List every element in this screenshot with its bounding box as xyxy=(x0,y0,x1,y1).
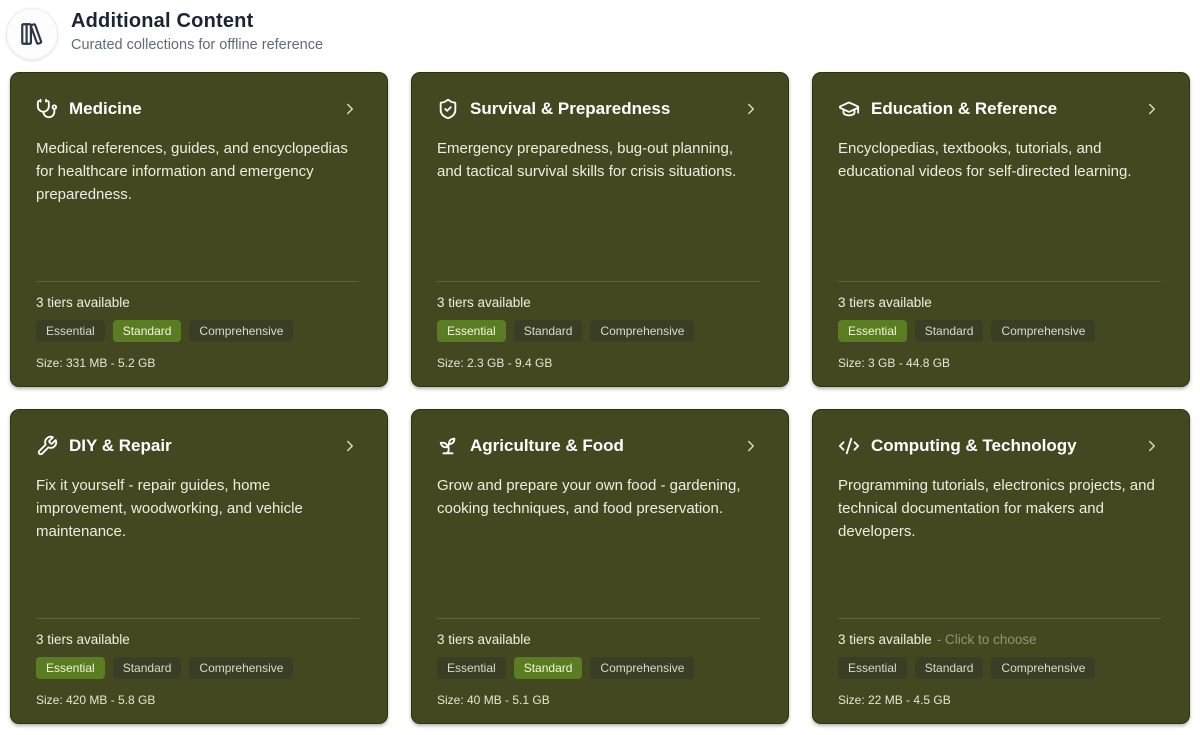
card-title: Education & Reference xyxy=(871,99,1058,118)
chevron-right-icon[interactable] xyxy=(1143,437,1161,455)
tier-badges: Essential Standard Comprehensive xyxy=(437,320,760,342)
tier-badge-standard[interactable]: Standard xyxy=(513,320,583,342)
card-header: Survival & Preparedness xyxy=(437,98,760,120)
tier-badge-essential[interactable]: Essential xyxy=(437,657,506,679)
card-footer: 3 tiers available Essential Standard Compr… xyxy=(36,618,359,707)
tiers-available-label: 3 tiers available xyxy=(437,632,531,647)
tier-badge-standard[interactable]: Standard xyxy=(914,657,984,679)
tier-badge-essential[interactable]: Essential xyxy=(838,657,907,679)
tier-badge-comprehensive[interactable]: Comprehensive xyxy=(991,657,1096,679)
card-footer: 3 tiers available - Click to choose Essen… xyxy=(838,618,1161,707)
card-header: Computing & Technology xyxy=(838,435,1161,457)
divider xyxy=(36,618,359,619)
category-card-diy-repair[interactable]: DIY & Repair Fix it yourself - repair gu… xyxy=(10,409,388,724)
size-label: Size: 40 MB - 5.1 GB xyxy=(437,693,550,707)
tier-badges: Essential Standard Comprehensive xyxy=(838,320,1161,342)
card-title: Medicine xyxy=(69,99,142,118)
tier-badge-standard[interactable]: Standard xyxy=(513,657,583,679)
tier-badge-comprehensive[interactable]: Comprehensive xyxy=(189,657,294,679)
tier-badge-comprehensive[interactable]: Comprehensive xyxy=(590,657,695,679)
chevron-right-icon[interactable] xyxy=(1143,100,1161,118)
category-card-medicine[interactable]: Medicine Medical references, guides, and… xyxy=(10,72,388,387)
card-header: Agriculture & Food xyxy=(437,435,760,457)
card-title: Survival & Preparedness xyxy=(470,99,671,118)
card-description: Fix it yourself - repair guides, home im… xyxy=(36,477,303,540)
category-card-agriculture-food[interactable]: Agriculture & Food Grow and prepare your… xyxy=(411,409,789,724)
card-title: DIY & Repair xyxy=(69,436,172,455)
tier-badge-standard[interactable]: Standard xyxy=(112,320,182,342)
card-description: Grow and prepare your own food - gardeni… xyxy=(437,477,741,517)
card-header: Medicine xyxy=(36,98,359,120)
code-icon xyxy=(838,435,860,457)
card-title: Computing & Technology xyxy=(871,436,1077,455)
card-description: Medical references, guides, and encyclop… xyxy=(36,140,348,203)
card-footer: 3 tiers available Essential Standard Compr… xyxy=(437,618,760,707)
tier-badges: Essential Standard Comprehensive xyxy=(838,657,1161,679)
tiers-line: 3 tiers available - Click to choose xyxy=(838,632,1161,647)
chevron-right-icon[interactable] xyxy=(341,437,359,455)
tiers-line: 3 tiers available xyxy=(36,295,359,310)
library-icon xyxy=(6,8,58,60)
chevron-right-icon[interactable] xyxy=(742,100,760,118)
tier-badge-standard[interactable]: Standard xyxy=(914,320,984,342)
category-card-education-reference[interactable]: Education & Reference Encyclopedias, tex… xyxy=(812,72,1190,387)
page-header: Additional Content Curated collections f… xyxy=(0,0,1200,60)
tiers-available-label: 3 tiers available xyxy=(437,295,531,310)
card-description: Encyclopedias, textbooks, tutorials, and… xyxy=(838,140,1132,180)
size-label: Size: 2.3 GB - 9.4 GB xyxy=(437,356,553,370)
card-header: DIY & Repair xyxy=(36,435,359,457)
tier-badge-comprehensive[interactable]: Comprehensive xyxy=(991,320,1096,342)
tiers-line: 3 tiers available xyxy=(36,632,359,647)
category-card-survival-preparedness[interactable]: Survival & Preparedness Emergency prepar… xyxy=(411,72,789,387)
tier-badge-comprehensive[interactable]: Comprehensive xyxy=(590,320,695,342)
tier-badges: Essential Standard Comprehensive xyxy=(437,657,760,679)
tiers-available-label: 3 tiers available xyxy=(36,295,130,310)
tiers-available-label: 3 tiers available xyxy=(838,632,932,647)
card-footer: 3 tiers available Essential Standard Compr… xyxy=(838,281,1161,370)
chevron-right-icon[interactable] xyxy=(742,437,760,455)
divider xyxy=(838,618,1161,619)
tier-badge-essential[interactable]: Essential xyxy=(36,320,105,342)
divider xyxy=(437,281,760,282)
tier-badge-standard[interactable]: Standard xyxy=(112,657,182,679)
chevron-right-icon[interactable] xyxy=(341,100,359,118)
tier-badges: Essential Standard Comprehensive xyxy=(36,320,359,342)
page-title: Additional Content xyxy=(71,10,254,32)
card-footer: 3 tiers available Essential Standard Compr… xyxy=(437,281,760,370)
tiers-line: 3 tiers available xyxy=(437,632,760,647)
page-subtitle: Curated collections for offline referenc… xyxy=(71,37,324,53)
card-header: Education & Reference xyxy=(838,98,1161,120)
card-description: Programming tutorials, electronics proje… xyxy=(838,477,1155,540)
shield-check-icon xyxy=(437,98,459,120)
tier-badges: Essential Standard Comprehensive xyxy=(36,657,359,679)
divider xyxy=(36,281,359,282)
tiers-line: 3 tiers available xyxy=(437,295,760,310)
card-footer: 3 tiers available Essential Standard Compr… xyxy=(36,281,359,370)
divider xyxy=(437,618,760,619)
sprout-icon xyxy=(437,435,459,457)
category-card-computing-technology[interactable]: Computing & Technology Programming tutor… xyxy=(812,409,1190,724)
stethoscope-icon xyxy=(36,98,58,120)
size-label: Size: 420 MB - 5.8 GB xyxy=(36,693,156,707)
tiers-available-label: 3 tiers available xyxy=(838,295,932,310)
tier-badge-essential[interactable]: Essential xyxy=(36,657,105,679)
size-label: Size: 22 MB - 4.5 GB xyxy=(838,693,951,707)
size-label: Size: 3 GB - 44.8 GB xyxy=(838,356,951,370)
tier-badge-essential[interactable]: Essential xyxy=(437,320,506,342)
divider xyxy=(838,281,1161,282)
graduation-cap-icon xyxy=(838,98,860,120)
tiers-line: 3 tiers available xyxy=(838,295,1161,310)
content-cards-grid: Medicine Medical references, guides, and… xyxy=(0,72,1200,724)
tier-badge-comprehensive[interactable]: Comprehensive xyxy=(189,320,294,342)
size-label: Size: 331 MB - 5.2 GB xyxy=(36,356,156,370)
header-text: Additional Content Curated collections f… xyxy=(71,8,323,53)
card-title: Agriculture & Food xyxy=(470,436,624,455)
tiers-available-label: 3 tiers available xyxy=(36,632,130,647)
tier-hint: - Click to choose xyxy=(936,632,1037,647)
card-description: Emergency preparedness, bug-out planning… xyxy=(437,140,737,180)
tier-badge-essential[interactable]: Essential xyxy=(838,320,907,342)
wrench-icon xyxy=(36,435,58,457)
